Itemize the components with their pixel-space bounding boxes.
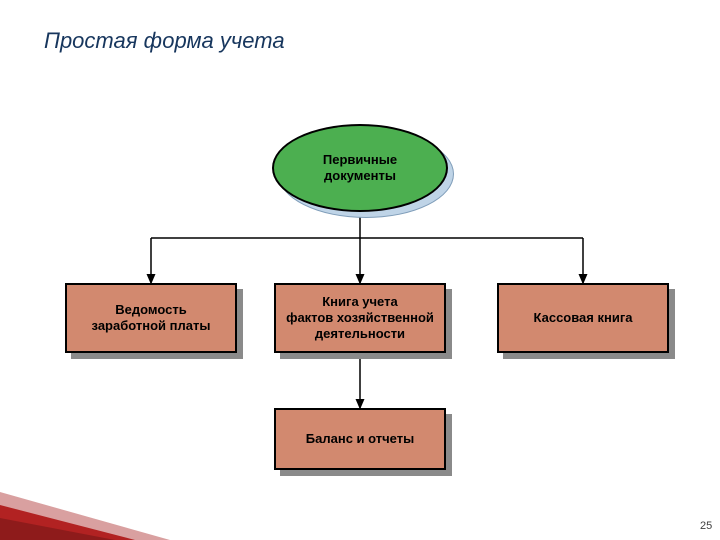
node-balance: Баланс и отчеты: [274, 408, 446, 470]
box-label: Баланс и отчеты: [306, 431, 414, 447]
node-ledger: Книга учета фактов хозяйственной деятель…: [274, 283, 446, 353]
box-label: Ведомость заработной платы: [92, 302, 211, 335]
box-body: Баланс и отчеты: [274, 408, 446, 470]
node-primary-documents: Первичные документы: [272, 124, 448, 212]
node-payroll: Ведомость заработной платы: [65, 283, 237, 353]
ellipse-label: Первичные документы: [323, 152, 397, 185]
box-body: Книга учета фактов хозяйственной деятель…: [274, 283, 446, 353]
node-cashbook: Кассовая книга: [497, 283, 669, 353]
ellipse-body: Первичные документы: [272, 124, 448, 212]
box-label: Кассовая книга: [534, 310, 633, 326]
page-title: Простая форма учета: [44, 28, 285, 54]
corner-accent: [0, 480, 200, 540]
box-body: Ведомость заработной платы: [65, 283, 237, 353]
box-label: Книга учета фактов хозяйственной деятель…: [286, 294, 434, 343]
box-body: Кассовая книга: [497, 283, 669, 353]
page-number: 25: [700, 520, 712, 532]
